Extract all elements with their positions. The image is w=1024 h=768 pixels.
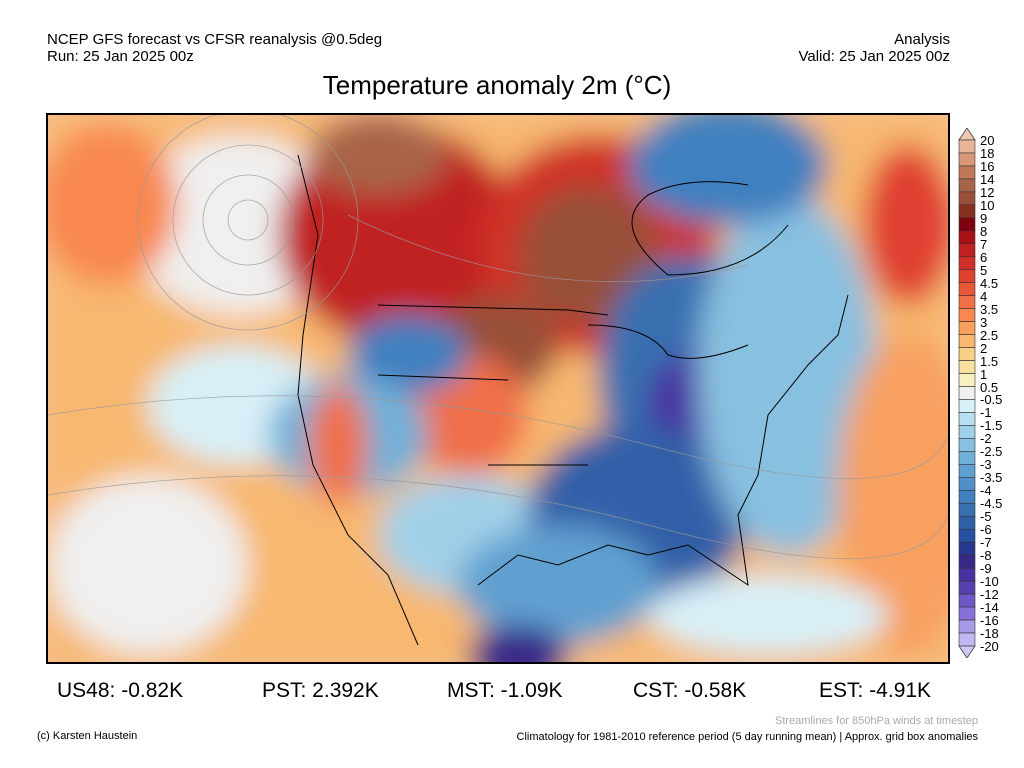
colorbar-tick-label: -16	[980, 613, 999, 629]
colorbar-tick-label: -2	[980, 431, 992, 447]
colorbar-tick-label: 2.5	[980, 327, 999, 343]
colorbar-bin	[958, 204, 976, 219]
colorbar-tick-label: 3.5	[980, 301, 999, 317]
colorbar-bin	[958, 347, 976, 361]
colorbar-bin	[958, 282, 976, 296]
colorbar-tick-label: -4	[980, 483, 992, 499]
run-time: Run: 25 Jan 2025 00z	[47, 48, 194, 65]
stat-cst: CST: -0.58K	[633, 679, 747, 702]
stat-us48: US48: -0.82K	[57, 679, 184, 702]
colorbar-tick-label: 7	[980, 236, 988, 252]
colorbar-bin	[958, 295, 976, 309]
colorbar-tick-label: 20	[980, 133, 995, 148]
streamlines-note: Streamlines for 850hPa winds at timestep	[775, 715, 978, 727]
colorbar-bin	[958, 269, 976, 284]
colorbar-tick-label: 5	[980, 262, 988, 278]
colorbar-tick-label: -4.5	[980, 496, 1003, 512]
colorbar-bin	[958, 593, 976, 608]
colorbar-bin	[958, 502, 976, 517]
colorbar-tick-label: 12	[980, 184, 995, 200]
colorbar-tick-label: -3	[980, 457, 992, 473]
colorbar-bin	[958, 412, 976, 426]
colorbar-bin	[958, 360, 976, 374]
colorbar-tick-label: -1	[980, 405, 992, 421]
anomaly-field	[48, 115, 948, 662]
colorbar-bin	[958, 178, 976, 193]
stat-pst: PST: 2.392K	[262, 679, 379, 702]
colorbar-bin	[958, 373, 976, 387]
stat-mst: MST: -1.09K	[447, 679, 563, 702]
colorbar-bottom-arrow	[958, 645, 976, 658]
colorbar-bin	[958, 321, 976, 335]
colorbar-tick-label: -14	[980, 600, 999, 616]
colorbar-tick-label: 2	[980, 340, 988, 356]
colorbar-tick-label: -8	[980, 548, 992, 564]
map-title: Temperature anomaly 2m (°C)	[322, 70, 672, 100]
colorbar-tick-label: 4	[980, 288, 988, 304]
colorbar-tick-label: 8	[980, 223, 988, 239]
colorbar-bin	[958, 308, 976, 322]
valid-time: Valid: 25 Jan 2025 00z	[798, 48, 950, 65]
anomaly-map	[46, 113, 950, 664]
colorbar-bin	[958, 256, 976, 271]
credit: (c) Karsten Haustein	[37, 730, 138, 742]
colorbar-tick-label: 1	[980, 366, 988, 382]
colorbar-bin	[958, 191, 976, 206]
colorbar-tick-label: -18	[980, 626, 999, 642]
colorbar-tick-label: -9	[980, 561, 992, 577]
colorbar-tick-label: -5	[980, 509, 992, 525]
colorbar-tick-label: 9	[980, 210, 988, 226]
colorbar-tick-label: -2.5	[980, 444, 1003, 460]
colorbar-bin	[958, 606, 976, 621]
colorbar-bin	[958, 619, 976, 634]
colorbar-tick-label: 18	[980, 145, 995, 161]
colorbar-tick-label: -1.5	[980, 418, 1003, 434]
colorbar-bin	[958, 243, 976, 258]
colorbar-bin	[958, 477, 976, 491]
colorbar-tick-label: 6	[980, 249, 988, 265]
colorbar-tick-label: -10	[980, 574, 999, 590]
colorbar-bin	[958, 334, 976, 348]
colorbar-tick-label: -6	[980, 522, 992, 538]
colorbar-bin	[958, 217, 976, 232]
stat-est: EST: -4.91K	[819, 679, 932, 702]
colorbar-tick-label: 10	[980, 197, 995, 213]
colorbar-top-arrow	[958, 128, 976, 141]
colorbar	[958, 128, 976, 658]
colorbar-bin	[958, 632, 976, 647]
colorbar-bin	[958, 451, 976, 465]
colorbar-tick-label: -0.5	[980, 392, 1003, 408]
colorbar-tick-label: 16	[980, 158, 995, 174]
colorbar-bin	[958, 580, 976, 595]
colorbar-tick-label: -7	[980, 535, 992, 551]
colorbar-bin	[958, 438, 976, 452]
colorbar-bin	[958, 165, 976, 180]
colorbar-bin	[958, 528, 976, 543]
model-description: NCEP GFS forecast vs CFSR reanalysis @0.…	[47, 31, 383, 48]
colorbar-bin	[958, 554, 976, 569]
colorbar-tick-label: 14	[980, 171, 995, 187]
colorbar-tick-label: 3	[980, 314, 988, 330]
colorbar-tick-label: 0.5	[980, 379, 999, 395]
colorbar-bin	[958, 386, 976, 400]
colorbar-bin	[958, 139, 976, 154]
colorbar-tick-label: 1.5	[980, 353, 999, 369]
colorbar-tick-label: -3.5	[980, 470, 1003, 486]
analysis-label: Analysis	[894, 31, 950, 48]
colorbar-bin	[958, 541, 976, 556]
colorbar-bin	[958, 425, 976, 439]
colorbar-bin	[958, 152, 976, 167]
colorbar-tick-label: -12	[980, 587, 999, 603]
colorbar-bin	[958, 230, 976, 245]
colorbar-bin	[958, 567, 976, 582]
colorbar-bin	[958, 399, 976, 413]
colorbar-bin	[958, 490, 976, 504]
colorbar-tick-label: -20	[980, 639, 999, 654]
colorbar-bin	[958, 515, 976, 530]
colorbar-bin	[958, 464, 976, 478]
colorbar-tick-label: 4.5	[980, 275, 999, 291]
climatology-note: Climatology for 1981-2010 reference peri…	[516, 731, 978, 743]
